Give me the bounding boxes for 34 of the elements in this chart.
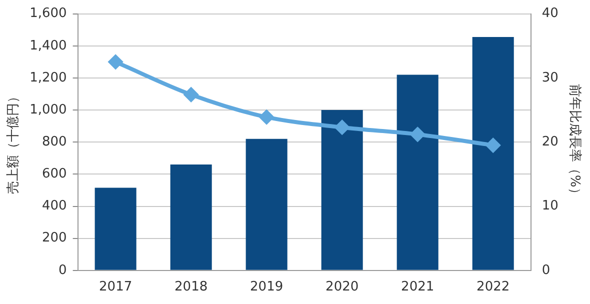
y2-tick-label: 20 bbox=[542, 134, 558, 150]
point bbox=[108, 54, 123, 69]
x-tick-label: 2019 bbox=[250, 280, 284, 295]
y2-tick-label: 30 bbox=[542, 70, 558, 86]
point bbox=[486, 138, 500, 152]
y-tick-label: 0 bbox=[58, 262, 67, 278]
bar bbox=[321, 110, 363, 270]
y-tick-label: 1,000 bbox=[30, 102, 67, 118]
bar bbox=[170, 164, 212, 270]
x-tick-label: 2020 bbox=[326, 280, 359, 295]
y-tick-label: 1,600 bbox=[30, 6, 67, 22]
bar bbox=[94, 188, 136, 270]
y-tick-label: 600 bbox=[42, 166, 67, 182]
y-tick-label: 200 bbox=[42, 230, 67, 246]
y2-tick-label: 40 bbox=[542, 6, 558, 22]
y-tick-label: 400 bbox=[42, 198, 67, 214]
y-tick-label: 1,400 bbox=[30, 38, 67, 54]
y2-tick-label: 10 bbox=[542, 198, 558, 214]
y-axis-title: 売上額（十億円） bbox=[6, 90, 22, 194]
point bbox=[260, 110, 274, 124]
x-tick-label: 2018 bbox=[174, 280, 208, 295]
y-tick-label: 1,200 bbox=[30, 70, 67, 86]
x-tick-label: 2021 bbox=[401, 280, 434, 295]
y2-axis-title: 前年比成長率（%） bbox=[566, 84, 583, 200]
point bbox=[184, 88, 198, 102]
x-tick-label: 2022 bbox=[476, 280, 510, 295]
x-tick-label: 2017 bbox=[99, 280, 132, 295]
bar bbox=[246, 138, 288, 270]
point bbox=[335, 120, 350, 134]
bar bbox=[396, 74, 438, 270]
point bbox=[410, 127, 425, 142]
y-tick-label: 800 bbox=[42, 134, 67, 150]
bar bbox=[472, 37, 514, 270]
y2-tick-label: 0 bbox=[542, 262, 550, 278]
